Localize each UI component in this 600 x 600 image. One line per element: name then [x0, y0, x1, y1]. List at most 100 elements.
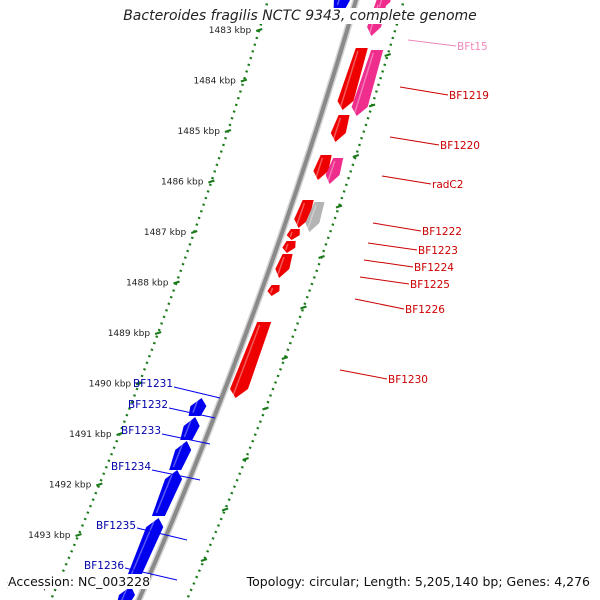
- forward-gene-leader: [389, 136, 440, 146]
- reverse-gene-arrow-3-highlight: [172, 443, 184, 468]
- scale-tick-label: 1490 kbp: [89, 380, 132, 390]
- forward-gene-leader: [372, 222, 422, 232]
- scale-tick-label: 1489 kbp: [108, 329, 151, 339]
- reverse-gene-arrow-5-body: [122, 518, 164, 588]
- reverse-gene-leader: [124, 567, 178, 581]
- forward-gene-arrow-11-highlight: [269, 287, 274, 294]
- reverse-gene-label: BF1236: [84, 560, 124, 572]
- reverse-gene-arrow-0-body: [333, 0, 350, 8]
- scale-tick: [95, 482, 103, 487]
- forward-gene-arrow-12-highlight: [232, 324, 261, 396]
- reverse-gene-arrow-4-highlight: [155, 472, 174, 514]
- forward-gene-arrow-10-body: [275, 254, 293, 278]
- forward-gene-leader: [359, 276, 410, 285]
- reverse-gene-arrow-2: [180, 417, 200, 440]
- forward-gene-arrow-9-highlight: [285, 243, 289, 251]
- reverse-gene-arrow-0-highlight: [336, 0, 340, 6]
- forward-gene-arrow-12: [230, 322, 272, 398]
- forward-gene-leader: [339, 369, 388, 380]
- scale-tick: [154, 330, 162, 336]
- forward-gene-arrow-4-body: [313, 155, 332, 180]
- forward-gene-arrow-2: [351, 50, 384, 116]
- reverse-gene-arrow-2-body: [180, 417, 200, 440]
- genome-backbone: [136, 0, 359, 600]
- reverse-gene-label: BF1232: [128, 399, 168, 411]
- forward-gene-arrow-9-body: [282, 241, 296, 253]
- scale-ring-inner: [49, 0, 270, 600]
- scale-tick-outer: [281, 355, 289, 361]
- reverse-gene-label: BF1235: [96, 520, 136, 532]
- genome-title: Bacteroides fragilis NCTC 9343, complete…: [0, 8, 600, 24]
- forward-gene-leader: [354, 298, 405, 310]
- forward-gene-arrow-2-highlight: [353, 52, 375, 114]
- forward-gene-leader: [399, 86, 449, 96]
- forward-gene-arrow-8-body: [286, 229, 300, 240]
- forward-gene-label: BF1222: [422, 226, 462, 238]
- forward-gene-label: BF1230: [388, 374, 428, 386]
- forward-gene-arrow-1-highlight: [339, 50, 359, 108]
- reverse-gene-label: BF1233: [121, 425, 161, 437]
- scale-tick-label: 1487 kbp: [144, 228, 187, 238]
- scale-tick-outer: [352, 153, 360, 159]
- forward-gene-label: BF1226: [405, 304, 445, 316]
- reverse-gene-leader: [173, 386, 221, 399]
- scale-tick: [116, 431, 123, 437]
- forward-gene-arrow-5-body: [325, 158, 344, 184]
- scale-tick-outer: [384, 52, 392, 58]
- scale-tick: [208, 179, 215, 184]
- forward-gene-label: BF1223: [418, 245, 458, 257]
- scale-tick-outer: [262, 406, 269, 411]
- reverse-gene-leader: [136, 527, 188, 541]
- forward-gene-arrow-5-highlight: [327, 160, 336, 182]
- forward-gene-label: BF1219: [449, 90, 489, 102]
- scale-ring-outer: [185, 0, 406, 600]
- forward-gene-arrow-6: [294, 200, 314, 228]
- reverse-gene-arrow-1-highlight: [192, 400, 199, 414]
- forward-gene-arrow-7: [305, 202, 325, 232]
- forward-gene-arrow-2-body: [351, 50, 384, 116]
- forward-gene-leader: [363, 259, 414, 268]
- reverse-gene-arrow-6-highlight: [120, 588, 128, 600]
- scale-tick-outer: [221, 507, 229, 512]
- scale-tick-label: 1483 kbp: [209, 26, 252, 36]
- reverse-gene-label: BF1231: [133, 378, 173, 390]
- reverse-gene-arrow-2-highlight: [183, 419, 192, 438]
- forward-gene-label: radC2: [432, 179, 463, 191]
- scale-tick-outer: [368, 103, 376, 108]
- reverse-gene-arrow-6-body: [117, 586, 135, 600]
- backbone-shadow: [134, 0, 360, 600]
- reverse-gene-arrow-4-body: [151, 470, 183, 516]
- forward-gene-leader: [381, 175, 432, 185]
- forward-gene-arrow-6-highlight: [296, 202, 306, 226]
- scale-tick-outer: [318, 254, 325, 260]
- reverse-gene-label: BF1234: [111, 461, 151, 473]
- scale-tick: [75, 532, 82, 538]
- forward-gene-arrow-top: [376, 0, 391, 10]
- forward-gene-arrow-8: [286, 229, 300, 240]
- scale-tick: [135, 381, 143, 386]
- forward-gene-arrow-8-highlight: [289, 231, 293, 238]
- scale-tick-label: 1493 kbp: [28, 531, 71, 541]
- forward-gene-label: BF1225: [410, 279, 450, 291]
- forward-gene-arrow-5: [325, 158, 344, 184]
- forward-gene-arrow-6-body: [294, 200, 314, 228]
- reverse-gene-arrow-4: [151, 470, 183, 516]
- scale-tick: [224, 128, 232, 134]
- forward-gene-arrow-top-highlight: [378, 0, 383, 8]
- forward-gene-arrow-1-body: [337, 48, 368, 110]
- forward-gene-label: BF1220: [440, 140, 480, 152]
- forward-gene-arrow-12-body: [230, 322, 272, 398]
- reverse-gene-arrow-6: [117, 586, 135, 600]
- forward-gene-label: BFt15: [457, 41, 488, 53]
- reverse-gene-leader: [161, 433, 211, 445]
- forward-gene-arrow-3: [330, 115, 350, 142]
- forward-gene-arrow-11: [267, 285, 280, 296]
- accession-text: Accession: NC_003228: [8, 574, 151, 589]
- forward-gene-arrow-top-body: [376, 0, 391, 10]
- scale-tick-outer: [242, 456, 249, 462]
- forward-gene-arrow-10: [275, 254, 293, 278]
- forward-gene-arrow-11-body: [267, 285, 280, 296]
- forward-gene-arrow-7-body: [305, 202, 325, 232]
